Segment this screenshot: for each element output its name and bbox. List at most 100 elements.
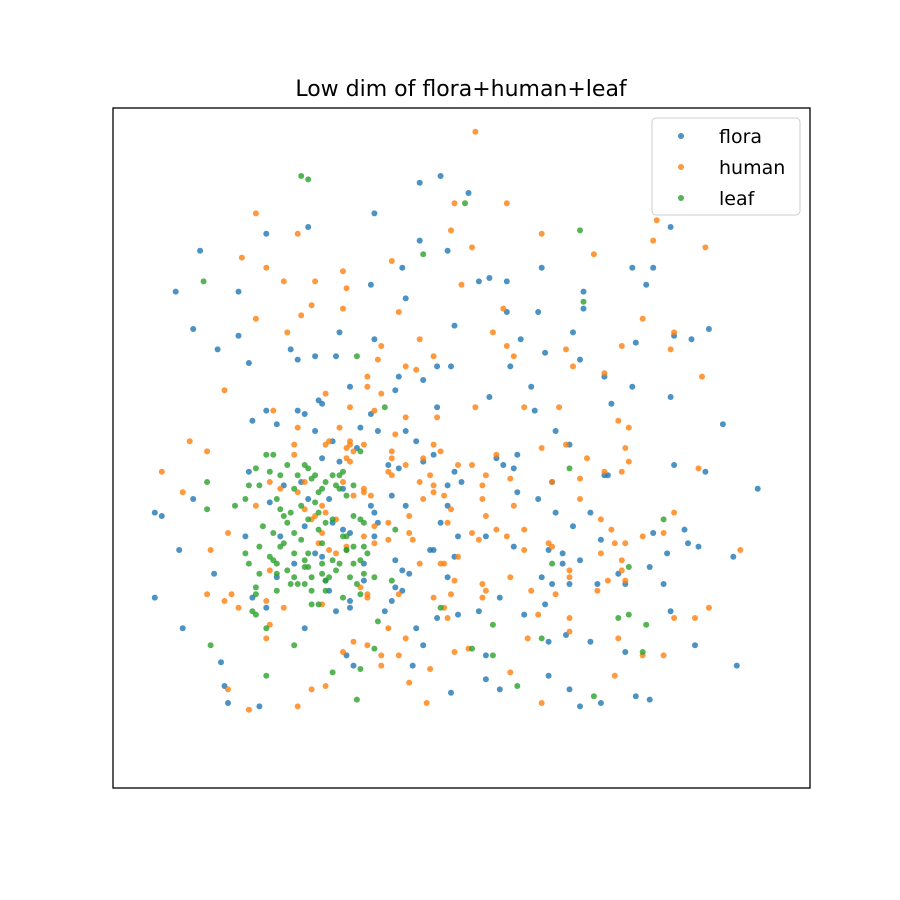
series-human: [158, 128, 744, 713]
point-leaf-46: [252, 611, 259, 618]
point-human-47: [455, 553, 461, 560]
point-leaf-49: [347, 574, 353, 581]
point-human-107: [388, 448, 395, 455]
point-leaf-52: [336, 560, 343, 567]
point-human-166: [618, 557, 625, 564]
point-human-182: [705, 604, 712, 611]
point-leaf-135: [298, 536, 305, 543]
point-leaf-37: [580, 298, 587, 305]
point-human-208: [235, 604, 242, 611]
point-human-31: [448, 591, 454, 598]
point-flora-176: [301, 523, 308, 530]
point-human-38: [221, 598, 228, 604]
point-flora-33: [305, 224, 312, 230]
point-leaf-57: [256, 570, 263, 577]
point-human-160: [653, 217, 660, 224]
point-human-224: [367, 492, 374, 499]
point-human-207: [479, 581, 486, 587]
point-human-54: [577, 475, 583, 482]
legend-label-flora: flora: [719, 126, 762, 148]
point-flora-188: [566, 581, 573, 587]
point-leaf-112: [270, 451, 277, 458]
point-human-17: [524, 635, 531, 642]
point-flora-52: [545, 672, 552, 679]
point-flora-28: [719, 421, 726, 428]
point-flora-130: [486, 394, 493, 400]
point-human-46: [427, 472, 434, 479]
point-human-185: [392, 431, 399, 438]
point-flora-50: [367, 281, 374, 288]
point-human-72: [604, 577, 611, 584]
point-human-174: [312, 278, 319, 285]
point-human-41: [245, 706, 252, 713]
point-human-177: [416, 479, 423, 485]
point-leaf-128: [333, 567, 339, 574]
point-leaf-69: [298, 502, 305, 509]
point-leaf-5: [263, 625, 270, 632]
point-flora-24: [301, 625, 308, 632]
point-leaf-93: [291, 530, 298, 536]
point-human-62: [639, 533, 646, 540]
point-human-120: [430, 489, 437, 496]
point-human-153: [570, 363, 576, 370]
point-human-88: [371, 540, 378, 547]
point-human-44: [671, 509, 678, 516]
point-leaf-75: [350, 560, 357, 567]
point-human-39: [186, 438, 193, 445]
point-human-158: [406, 530, 413, 536]
point-human-51: [378, 662, 385, 669]
point-leaf-85: [340, 468, 346, 475]
point-human-227: [385, 625, 392, 632]
point-leaf-97: [308, 587, 315, 594]
point-human-217: [458, 281, 465, 288]
point-human-114: [566, 574, 573, 581]
point-leaf-18: [489, 621, 496, 628]
point-flora-168: [496, 594, 503, 601]
point-human-124: [347, 438, 353, 445]
point-flora-125: [482, 652, 489, 659]
point-flora-184: [549, 581, 556, 587]
point-human-162: [552, 591, 559, 598]
point-leaf-120: [305, 516, 312, 523]
point-human-226: [479, 594, 486, 601]
point-leaf-131: [277, 472, 284, 479]
point-human-164: [528, 587, 535, 594]
point-flora-192: [399, 567, 406, 574]
point-leaf-10: [252, 591, 259, 598]
point-flora-145: [517, 336, 524, 343]
point-flora-91: [319, 455, 326, 462]
point-leaf-22: [371, 574, 378, 581]
legend-marker-leaf: [678, 195, 684, 201]
point-human-143: [427, 666, 434, 672]
point-flora-74: [294, 407, 301, 414]
point-human-127: [319, 502, 326, 509]
point-human-24: [402, 363, 409, 370]
point-flora-141: [350, 662, 357, 669]
point-leaf-11: [245, 482, 252, 489]
point-flora-45: [531, 407, 538, 414]
point-human-84: [364, 594, 371, 601]
point-flora-208: [392, 557, 399, 564]
point-flora-119: [176, 547, 183, 553]
point-flora-12: [392, 584, 399, 591]
point-human-95: [158, 468, 165, 475]
point-flora-65: [552, 428, 559, 434]
point-leaf-113: [273, 587, 280, 594]
point-human-222: [563, 441, 569, 448]
point-flora-40: [172, 288, 179, 295]
point-human-97: [510, 502, 517, 509]
point-human-199: [622, 540, 629, 547]
point-flora-0: [629, 383, 636, 390]
point-human-69: [301, 479, 308, 485]
point-leaf-15: [590, 693, 597, 700]
point-leaf-33: [660, 516, 667, 523]
point-flora-101: [503, 278, 510, 285]
point-flora-149: [705, 326, 712, 332]
point-leaf-6: [207, 642, 214, 649]
point-human-21: [350, 448, 357, 455]
point-flora-98: [294, 356, 301, 363]
point-human-151: [538, 445, 545, 451]
point-leaf-109: [273, 560, 280, 567]
point-flora-13: [577, 557, 583, 564]
point-leaf-110: [259, 523, 266, 530]
